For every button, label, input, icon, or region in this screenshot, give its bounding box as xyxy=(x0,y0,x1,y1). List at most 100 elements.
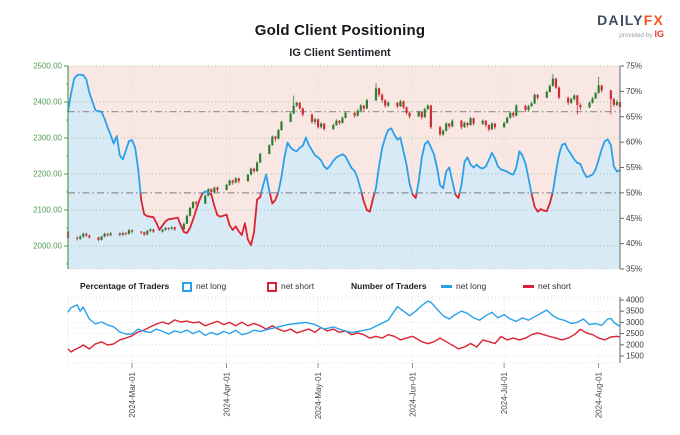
candle xyxy=(481,120,484,124)
candle xyxy=(600,85,603,91)
candle xyxy=(268,145,271,154)
count-tick-label: 2000 xyxy=(626,340,644,349)
candle xyxy=(194,202,198,204)
candle xyxy=(259,153,262,163)
reference-lines xyxy=(68,111,620,194)
candle xyxy=(210,189,213,192)
x-axis-date-label: 2024-Aug-01 xyxy=(595,371,604,418)
price-tick-label: 2000.00 xyxy=(33,242,62,251)
candle xyxy=(420,112,423,118)
candle xyxy=(292,105,295,114)
candle xyxy=(103,233,106,237)
candle xyxy=(106,233,109,236)
candle xyxy=(548,85,551,92)
candle xyxy=(161,229,164,232)
candle xyxy=(490,123,494,130)
candle xyxy=(484,120,487,126)
percent-tick-label: 40% xyxy=(626,239,642,248)
candle xyxy=(594,93,597,99)
candle xyxy=(515,105,518,116)
net-long-percent-line xyxy=(67,73,621,194)
number-of-traders-chart: 4000 3500 3000 2500 2000 1500 xyxy=(67,296,644,364)
candle xyxy=(402,101,405,108)
percentage-of-traders-label: Percentage of Traders xyxy=(80,281,170,291)
x-axis-date-label: 2024-Apr-01 xyxy=(223,371,232,416)
net-long-count-line xyxy=(67,300,621,337)
dailyfx-wordmark: DA LY FX xyxy=(597,12,664,28)
candle xyxy=(588,102,591,108)
logo-bar-icon xyxy=(620,14,623,26)
candle xyxy=(152,229,155,232)
count-tick-label: 4000 xyxy=(626,296,644,305)
net-short-percent-swatch-icon xyxy=(267,282,277,292)
candle xyxy=(448,123,451,127)
candle xyxy=(359,105,362,111)
candle xyxy=(76,238,79,239)
percent-tick-label: 60% xyxy=(626,138,642,147)
page-title: Gold Client Positioning xyxy=(254,22,426,39)
candle xyxy=(445,123,448,131)
candle xyxy=(298,102,301,109)
percent-tick-label: 45% xyxy=(626,214,642,223)
count-tick-label: 1500 xyxy=(626,352,644,361)
candle xyxy=(140,231,143,233)
chart-subtitle: IG Client Sentiment xyxy=(289,47,391,59)
candle xyxy=(249,168,253,175)
count-tick-label: 2500 xyxy=(626,329,644,338)
candle xyxy=(289,113,292,122)
candle xyxy=(234,178,237,183)
candle xyxy=(246,174,250,182)
candle xyxy=(530,103,533,107)
net-long-count-dash-icon xyxy=(441,285,452,288)
price-tick-label: 2300.00 xyxy=(33,134,62,143)
candle xyxy=(384,100,387,106)
gridlines xyxy=(68,65,620,270)
candle xyxy=(512,112,515,116)
candle xyxy=(472,118,475,124)
net-short-percent-label: net short xyxy=(281,281,315,291)
candle xyxy=(493,123,497,128)
candle xyxy=(182,223,185,230)
candle xyxy=(527,106,530,110)
candle xyxy=(506,117,509,123)
candle xyxy=(341,117,344,123)
x-axis-date-label: 2024-Jul-01 xyxy=(500,371,509,414)
candle xyxy=(554,78,558,88)
candle xyxy=(213,187,216,192)
candle xyxy=(185,215,189,224)
candle xyxy=(228,180,231,185)
candle xyxy=(570,99,573,103)
net-long-count-label: net long xyxy=(456,281,487,291)
candle xyxy=(167,228,170,229)
x-axis-date-label: 2024-Mar-01 xyxy=(128,371,137,417)
candle xyxy=(387,102,390,106)
provided-by-label: provided by xyxy=(619,32,653,39)
percent-tick-label: 75% xyxy=(626,62,642,71)
candle xyxy=(280,121,283,131)
candle xyxy=(545,91,548,98)
candle xyxy=(173,227,176,230)
candle xyxy=(255,162,259,172)
candle xyxy=(338,120,341,123)
candle xyxy=(188,207,192,216)
provided-by-line: provided by IG xyxy=(597,29,664,39)
logo-text-fx: FX xyxy=(643,12,664,28)
logo-text-da: DA xyxy=(597,12,620,28)
candle xyxy=(487,125,490,130)
x-axis-date-labels: 2024-Mar-01 2024-Apr-01 2024-May-01 2024-Ju… xyxy=(128,363,604,419)
candle xyxy=(332,125,335,129)
background-shading xyxy=(68,66,620,269)
candle xyxy=(320,123,323,128)
price-candles-series xyxy=(66,73,622,242)
net-short-majority-shading xyxy=(68,66,620,246)
candle xyxy=(124,233,128,234)
candle xyxy=(271,136,274,146)
candle xyxy=(310,114,314,122)
candle xyxy=(313,119,317,122)
candle xyxy=(597,85,600,93)
x-axis-date-label: 2024-Jun-01 xyxy=(409,371,418,416)
candle xyxy=(408,112,411,117)
candle xyxy=(509,112,512,118)
candle xyxy=(143,232,146,235)
